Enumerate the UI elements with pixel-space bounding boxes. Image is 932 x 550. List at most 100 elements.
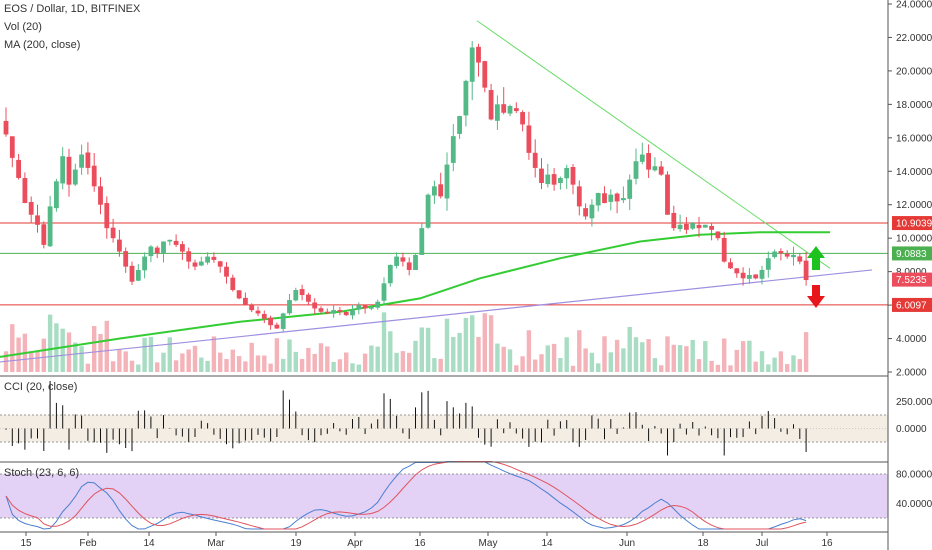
stoch-d-line [5,461,807,530]
up-arrow-icon [807,246,825,270]
stoch-pane[interactable] [0,461,888,530]
candle-body [148,246,154,257]
candle-body [507,106,513,114]
volume-bar [520,356,525,372]
time-tick-label: 19 [290,538,302,549]
volume-bar [684,346,689,372]
volume-bar [608,352,613,372]
horizontal-levels[interactable] [0,222,888,306]
price-tick-label: 24.0000 [896,0,932,11]
level-badge-label: 9.0883 [896,249,927,260]
descending-trendline[interactable] [476,20,831,269]
candle-body [117,239,122,252]
volume-bar [318,343,324,372]
volume-bar [501,346,506,372]
ascending-trendline[interactable] [0,269,873,363]
candle-body [104,203,110,229]
volume-bar [148,336,154,372]
candle-body [476,46,481,63]
volume-bar [255,355,261,372]
time-tick-label: 18 [697,538,709,549]
volume-bar [211,336,217,372]
candle-body [85,152,91,168]
volume-bar [142,337,147,372]
time-tick-label: May [479,538,498,549]
time-tick-label: 14 [541,538,553,549]
candle-body [709,225,714,230]
stoch-k-line [5,461,807,530]
candle-body [211,256,217,260]
volume-bar [66,332,72,372]
price-pane-bg [0,0,888,375]
time-axis[interactable]: 15 Feb 14 Mar 19 Apr 16 May 14 Jun 18 Jul 16 [20,532,833,549]
candle-body [331,310,336,314]
symbol-title[interactable]: EOS / Dollar, 1D, BITFINEX [4,3,141,15]
volume-bar [596,363,601,372]
cci-indicator-label[interactable]: CCI (20, close) [4,381,78,393]
price-axis[interactable]: 2.00004.00006.00008.000010.000012.000014… [888,0,932,379]
candle-body [677,224,683,230]
candle-body [306,294,311,302]
candle-body [47,206,53,247]
candle-body [721,237,727,262]
volume-bar [740,341,746,372]
volume-bar [570,365,576,372]
candle-body [715,231,721,239]
cci-pane[interactable] [0,380,888,456]
price-pane[interactable] [0,0,888,375]
candle-body [690,223,696,229]
price-tick-label: 18.0000 [896,100,932,111]
candle-body [627,179,633,199]
price-tick-label: 12.0000 [896,200,932,211]
volume-bar [104,320,109,372]
candle-body [671,212,677,229]
cci-tick-label: 0.0000 [896,424,927,435]
trendlines[interactable] [0,20,873,363]
candle-body [66,156,72,185]
ma-indicator-label[interactable]: MA (200, close) [4,39,81,51]
volume-bar [545,345,550,372]
volume-bar [539,354,544,372]
candle-body [539,168,544,183]
volume-bar [47,314,53,372]
candle-body [123,251,129,267]
volume-bar [192,345,198,372]
candle-body [583,208,588,217]
candle-body [54,181,59,209]
volume-bar [463,318,469,372]
volume-bar [753,361,758,372]
candle-body [684,223,689,230]
volume-bars [3,312,809,372]
candle-body [488,90,494,120]
volume-bar [766,364,771,372]
candle-body [381,283,387,301]
candle-body [702,224,708,228]
price-tick-label: 10.0000 [896,234,932,245]
candle-body [60,156,66,184]
volume-bar [85,363,91,372]
candle-body [646,153,651,170]
candle-body [110,227,116,239]
volume-bar [167,337,172,372]
candle-body [41,224,47,245]
candle-body [167,239,173,242]
candle-body [406,262,412,270]
candle-body [274,324,280,329]
volume-bar [344,352,349,372]
candle-body [438,184,444,197]
volume-bar [350,363,355,372]
candle-body [318,308,324,312]
volume-bar [791,355,796,372]
price-tick-label: 14.0000 [896,167,932,178]
candle-body [564,167,570,179]
candle-body [545,174,551,185]
cci-axis[interactable]: 250.0000 0.0000 [896,397,932,435]
stoch-indicator-label[interactable]: Stoch (23, 6, 6) [4,467,80,479]
volume-indicator-label[interactable]: Vol (20) [4,21,42,33]
level-badge [892,216,932,231]
volume-bar [60,328,65,372]
volume-bar [218,352,223,372]
stoch-axis[interactable]: 80.0000 40.0000 [896,470,932,510]
volume-bar [577,330,582,372]
